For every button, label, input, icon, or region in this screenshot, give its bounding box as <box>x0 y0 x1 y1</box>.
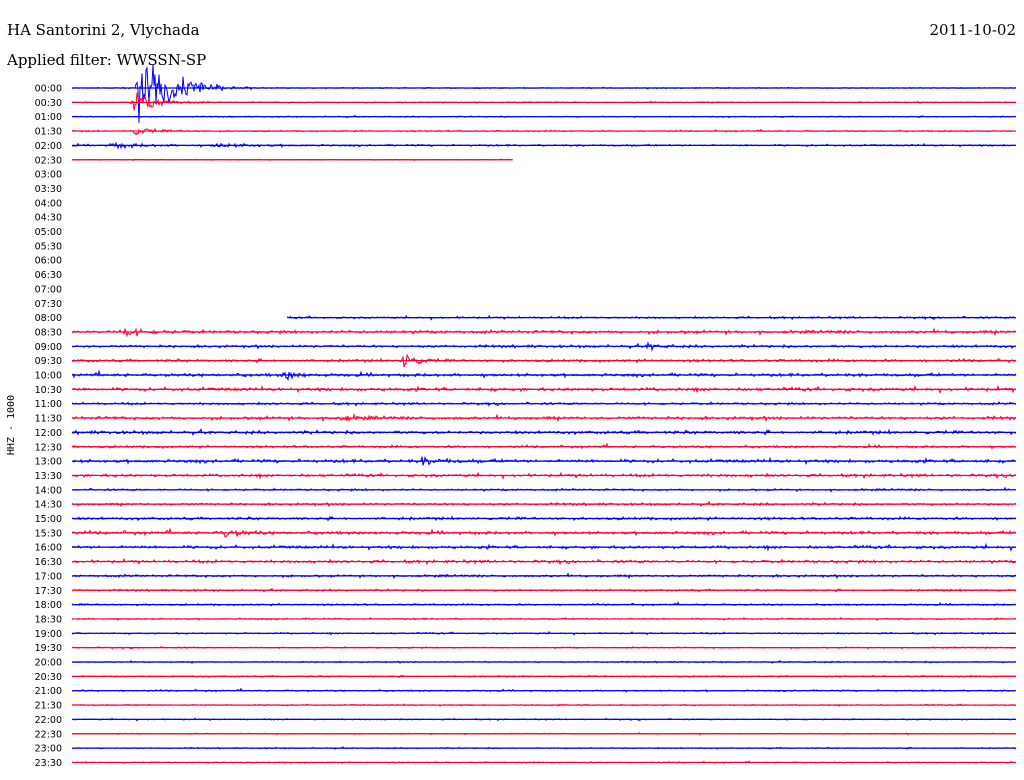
tick-label-1600: 16:00 <box>35 543 62 554</box>
tick-label-0300: 03:00 <box>35 170 62 181</box>
tick-label-0500: 05:00 <box>35 227 62 238</box>
tick-label-1930: 19:30 <box>35 643 62 654</box>
tick-label-0200: 02:00 <box>35 141 62 152</box>
record-date: 2011-10-02 <box>929 21 1016 39</box>
tick-label-0730: 07:30 <box>35 299 62 310</box>
tick-label-2330: 23:30 <box>35 758 62 769</box>
tick-label-1030: 10:30 <box>35 385 62 396</box>
station-title: HA Santorini 2, Vlychada <box>7 21 200 39</box>
tick-label-0400: 04:00 <box>35 198 62 209</box>
tick-label-1630: 16:30 <box>35 557 62 568</box>
tick-label-0430: 04:30 <box>35 213 62 224</box>
tick-label-0000: 00:00 <box>35 84 62 95</box>
seismic-traces <box>71 64 1017 764</box>
tick-label-0330: 03:30 <box>35 184 62 195</box>
tick-label-1000: 10:00 <box>35 371 62 382</box>
tick-label-0600: 06:00 <box>35 256 62 267</box>
tick-label-0700: 07:00 <box>35 284 62 295</box>
tick-label-0530: 05:30 <box>35 241 62 252</box>
tick-label-1200: 12:00 <box>35 428 62 439</box>
tick-label-1300: 13:00 <box>35 457 62 468</box>
tick-label-2030: 20:30 <box>35 672 62 683</box>
filter-label: Applied filter: WWSSN-SP <box>7 51 207 69</box>
tick-label-1230: 12:30 <box>35 442 62 453</box>
tick-label-0930: 09:30 <box>35 356 62 367</box>
tick-label-0100: 01:00 <box>35 112 62 123</box>
tick-label-0230: 02:30 <box>35 155 62 166</box>
trace-0130 <box>71 127 1017 136</box>
tick-label-2230: 22:30 <box>35 729 62 740</box>
tick-label-0800: 08:00 <box>35 313 62 324</box>
tick-label-0900: 09:00 <box>35 342 62 353</box>
time-tick-labels: 00:00 00:30 01:00 01:30 02:00 02:30 03:00 03:30… <box>35 84 62 769</box>
tick-label-2130: 21:30 <box>35 701 62 712</box>
tick-label-1500: 15:00 <box>35 514 62 525</box>
tick-label-1700: 17:00 <box>35 571 62 582</box>
tick-label-1530: 15:30 <box>35 528 62 539</box>
tick-label-2200: 22:00 <box>35 715 62 726</box>
tick-label-1900: 19:00 <box>35 629 62 640</box>
tick-label-0030: 00:30 <box>35 98 62 109</box>
tick-label-1130: 11:30 <box>35 414 62 425</box>
tick-label-2100: 21:00 <box>35 686 62 697</box>
tick-label-1330: 13:30 <box>35 471 62 482</box>
tick-label-0630: 06:30 <box>35 270 62 281</box>
tick-label-1430: 14:30 <box>35 500 62 511</box>
tick-label-1400: 14:00 <box>35 485 62 496</box>
trace-0000 <box>71 64 1017 123</box>
tick-label-1830: 18:30 <box>35 614 62 625</box>
tick-label-1800: 18:00 <box>35 600 62 611</box>
trace-0030 <box>71 92 1017 111</box>
tick-label-0130: 01:30 <box>35 127 62 138</box>
tick-label-1100: 11:00 <box>35 399 62 410</box>
tick-label-2300: 23:00 <box>35 744 62 755</box>
tick-label-1730: 17:30 <box>35 586 62 597</box>
tick-label-2000: 20:00 <box>35 658 62 669</box>
tick-label-0830: 08:30 <box>35 327 62 338</box>
